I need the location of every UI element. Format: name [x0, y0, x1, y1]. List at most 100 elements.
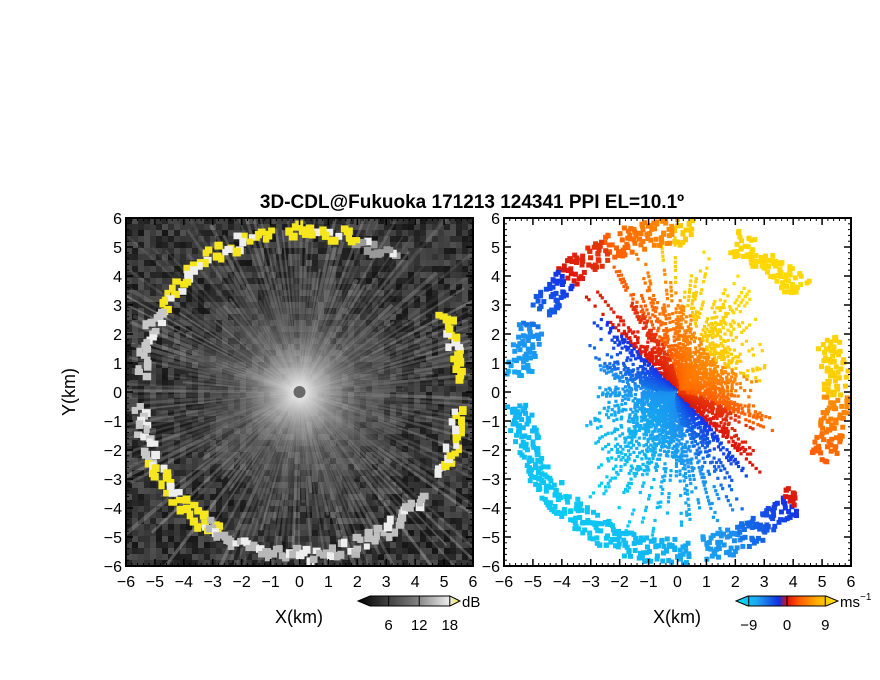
noise-cell — [204, 224, 210, 230]
noise-cell — [438, 416, 444, 422]
noise-cell — [402, 230, 408, 236]
noise-cell — [462, 512, 468, 518]
noise-cell — [126, 224, 132, 230]
noise-cell — [222, 554, 228, 560]
x-tick-label: 2 — [353, 574, 362, 591]
noise-cell — [336, 524, 342, 530]
noise-cell — [408, 530, 414, 536]
velocity-cell — [733, 377, 737, 381]
velocity-cell — [720, 377, 724, 381]
noise-cell — [156, 476, 162, 482]
noise-cell — [432, 524, 438, 530]
noise-cell — [294, 530, 300, 536]
noise-cell — [204, 506, 210, 512]
noise-cell — [414, 470, 420, 476]
noise-cell — [282, 248, 288, 254]
noise-cell — [156, 350, 162, 356]
velocity-cell — [726, 381, 731, 385]
ring-cell — [369, 250, 376, 259]
noise-cell — [222, 548, 228, 554]
noise-cell — [432, 506, 438, 512]
noise-cell — [444, 542, 450, 548]
noise-cell — [450, 308, 456, 314]
velocity-cell — [681, 308, 686, 313]
noise-cell — [174, 560, 180, 566]
velocity-cell — [692, 314, 696, 319]
noise-cell — [138, 488, 144, 494]
noise-cell — [162, 524, 168, 530]
x-tick-label: 6 — [469, 574, 478, 591]
noise-cell — [150, 350, 156, 356]
noise-cell — [300, 248, 306, 254]
ring-cell — [458, 416, 465, 425]
ring-cell — [458, 423, 466, 431]
noise-cell — [162, 266, 168, 272]
noise-cell — [408, 266, 414, 272]
velocity-cell — [711, 357, 715, 361]
velocity-cell — [690, 389, 694, 393]
noise-cell — [174, 242, 180, 248]
noise-cell — [444, 296, 450, 302]
noise-cell — [168, 266, 174, 272]
velocity-cell — [718, 298, 723, 302]
noise-cell — [468, 416, 473, 422]
velocity-cell — [738, 381, 742, 386]
ring-cell — [454, 351, 464, 360]
ring-cell — [340, 538, 348, 548]
velocity-cell — [758, 342, 762, 347]
noise-cell — [168, 278, 174, 284]
noise-cell — [420, 266, 426, 272]
noise-cell — [384, 230, 390, 236]
noise-cell — [462, 254, 468, 260]
noise-cell — [456, 260, 462, 266]
noise-cell — [420, 314, 426, 320]
noise-cell — [228, 512, 234, 518]
noise-cell — [144, 554, 150, 560]
noise-cell — [126, 272, 132, 278]
noise-cell — [462, 260, 468, 266]
ring-cell — [146, 438, 153, 447]
y-tick-label: 0 — [113, 385, 122, 402]
ring-cell — [457, 371, 465, 380]
noise-cell — [390, 218, 396, 224]
velocity-cell — [675, 366, 679, 370]
noise-cell — [450, 248, 456, 254]
noise-cell — [150, 254, 156, 260]
ring-cell — [328, 544, 337, 553]
velocity-cell — [704, 371, 709, 375]
noise-cell — [432, 302, 438, 308]
noise-cell — [420, 542, 426, 548]
noise-cell — [180, 530, 186, 536]
noise-cell — [132, 452, 138, 458]
velocity-cell — [704, 345, 709, 349]
noise-cell — [450, 554, 456, 560]
noise-cell — [246, 230, 252, 236]
noise-cell — [156, 518, 162, 524]
noise-cell — [420, 554, 426, 560]
noise-cell — [264, 248, 270, 254]
noise-cell — [138, 332, 144, 338]
ring-cell — [243, 540, 252, 547]
noise-cell — [126, 236, 132, 242]
noise-cell — [222, 224, 228, 230]
noise-cell — [450, 386, 456, 392]
noise-cell — [402, 236, 408, 242]
noise-cell — [180, 224, 186, 230]
noise-cell — [366, 518, 372, 524]
noise-cell — [252, 530, 258, 536]
noise-cell — [198, 548, 204, 554]
ring-cell — [140, 433, 150, 441]
noise-cell — [222, 518, 228, 524]
noise-cell — [234, 554, 240, 560]
noise-cell — [228, 530, 234, 536]
noise-cell — [426, 458, 432, 464]
velocity-cell — [724, 364, 728, 368]
noise-cell — [462, 560, 468, 566]
velocity-cell — [695, 315, 699, 319]
noise-cell — [462, 236, 468, 242]
ring-cell — [151, 464, 160, 472]
velocity-cell — [703, 389, 707, 393]
velocity-cell — [704, 368, 708, 372]
noise-cell — [444, 218, 450, 224]
